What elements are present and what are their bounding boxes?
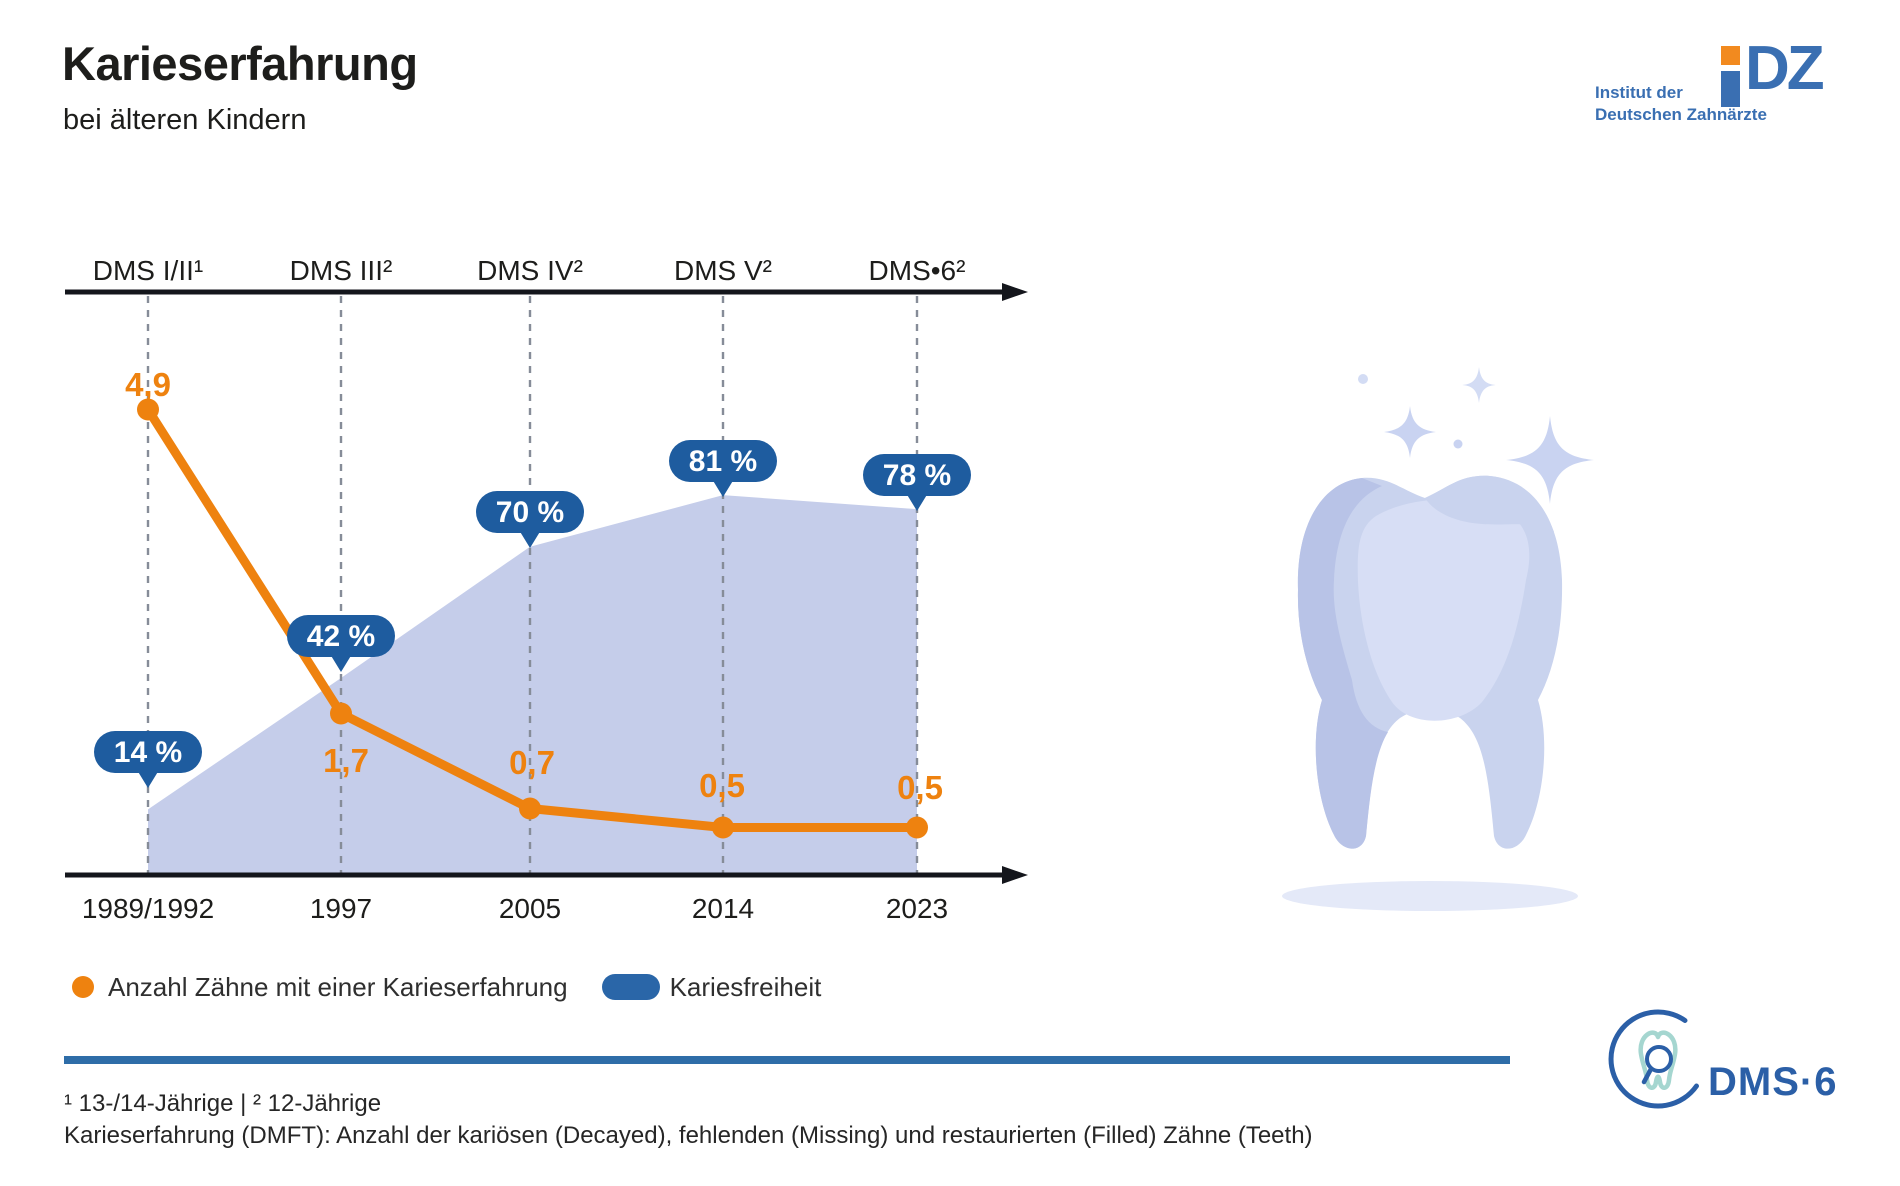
chart-svg: DMS I/II¹ DMS III² DMS IV² DMS V² DMS•6² 1989… — [65, 255, 1028, 924]
idz-logo-line2: Deutschen Zahnärzte — [1595, 105, 1767, 124]
sparkle-star-icon — [1384, 406, 1436, 458]
year-label: 2005 — [499, 893, 561, 924]
page-subtitle: bei älteren Kindern — [63, 104, 307, 136]
footer-divider — [64, 1056, 1510, 1064]
dms6-magnifier-handle — [1641, 1066, 1654, 1085]
badge-pointer-icon — [906, 493, 928, 511]
percent-badge: 42 % — [287, 615, 395, 672]
axis-arrow-icon — [1002, 283, 1028, 301]
axis-arrow-icon — [1002, 866, 1028, 884]
study-label: DMS III² — [290, 255, 393, 286]
badge-pill — [94, 731, 202, 773]
dmft-value-label: 0,5 — [699, 767, 745, 804]
dmft-point — [137, 398, 159, 421]
kariesfreiheit-area — [148, 495, 917, 875]
dmft-point — [519, 797, 541, 820]
idz-logo-line1: Institut der — [1595, 83, 1683, 102]
tooth-illustration-svg — [1282, 367, 1594, 911]
year-label: 1997 — [310, 893, 372, 924]
idz-logo-mark: DZ — [1721, 34, 1825, 107]
badge-pill — [669, 440, 777, 482]
footnote-age-groups: ¹ 13-/14-Jährige | ² 12-Jährige — [64, 1090, 382, 1117]
dms6-logo-svg: DMS·6 — [1608, 1009, 1837, 1109]
badge-percent-label: 42 % — [307, 620, 375, 653]
idz-i-stem — [1721, 71, 1740, 107]
study-label: DMS I/II¹ — [93, 255, 203, 286]
badge-pointer-icon — [330, 654, 352, 672]
percent-badge: 70 % — [476, 491, 584, 548]
badge-pill — [863, 454, 971, 496]
year-label: 2023 — [886, 893, 948, 924]
study-label: DMS V² — [674, 255, 772, 286]
percent-badge: 14 % — [94, 731, 202, 788]
idz-i-dot — [1721, 46, 1740, 65]
tooth-cusp-wave — [1425, 475, 1554, 532]
badge-pointer-icon — [137, 770, 159, 788]
dmft-point — [906, 816, 928, 839]
badge-pointer-icon — [712, 479, 734, 497]
dms6-circle-icon — [1608, 1009, 1699, 1109]
badge-percent-label: 14 % — [114, 736, 182, 769]
footnote-dmft-definition: Karieserfahrung (DMFT): Anzahl der kariö… — [64, 1122, 1313, 1149]
legend-label-kariesfreiheit: Kariesfreiheit — [669, 971, 822, 1002]
dms6-magnifier-icon — [1645, 1045, 1673, 1073]
dmft-value-label: 1,7 — [323, 742, 369, 779]
dmft-point — [330, 702, 352, 725]
tooth-highlight — [1357, 499, 1530, 721]
tooth-shading — [1297, 478, 1388, 849]
sparkle-star-icon — [1460, 367, 1498, 403]
dmft-point — [712, 816, 734, 839]
percent-badge: 81 % — [669, 440, 777, 497]
dmft-value-label: 0,7 — [509, 744, 555, 781]
badge-percent-label: 70 % — [496, 496, 564, 529]
dmft-value-label: 4,9 — [125, 366, 171, 403]
chart-legend: Anzahl Zähne mit einer Karieserfahrung K… — [72, 966, 821, 1008]
legend-dot-icon — [72, 976, 94, 998]
idz-dz-letters: DZ — [1745, 34, 1825, 103]
study-label: DMS•6² — [869, 255, 966, 286]
dms6-logo: DMS·6 — [1596, 1002, 1886, 1132]
tooth-illustration — [1130, 340, 1730, 940]
legend-label-karieserfahrung: Anzahl Zähne mit einer Karieserfahrung — [108, 971, 568, 1002]
percent-badge: 78 % — [863, 454, 971, 511]
tooth-shadow — [1282, 881, 1578, 911]
sparkle-dot-icon — [1453, 439, 1463, 449]
badge-percent-label: 81 % — [689, 445, 757, 478]
sparkle-dot-icon — [1358, 374, 1368, 384]
caries-chart: DMS I/II¹ DMS III² DMS IV² DMS V² DMS•6² 1989… — [0, 240, 1060, 940]
page-title: Karieserfahrung — [62, 37, 418, 90]
idz-logo: Institut der Deutschen Zahnärzte DZ — [1595, 34, 1845, 130]
year-label: 1989/1992 — [82, 893, 214, 924]
study-label: DMS IV² — [477, 255, 583, 286]
idz-i-glyph-icon — [1721, 46, 1740, 107]
sparkle-star-icon — [1506, 416, 1594, 504]
dmft-value-label: 0,5 — [897, 769, 943, 806]
dms6-wordmark: DMS·6 — [1708, 1060, 1837, 1104]
legend-pill-icon — [601, 974, 660, 1000]
badge-pill — [476, 491, 584, 533]
dms6-tooth-icon — [1638, 1030, 1678, 1090]
badge-percent-label: 78 % — [883, 459, 951, 492]
year-label: 2014 — [692, 893, 754, 924]
badge-pointer-icon — [519, 530, 541, 548]
idz-logo-text: Institut der Deutschen Zahnärzte — [1595, 82, 1767, 126]
badge-pill — [287, 615, 395, 657]
